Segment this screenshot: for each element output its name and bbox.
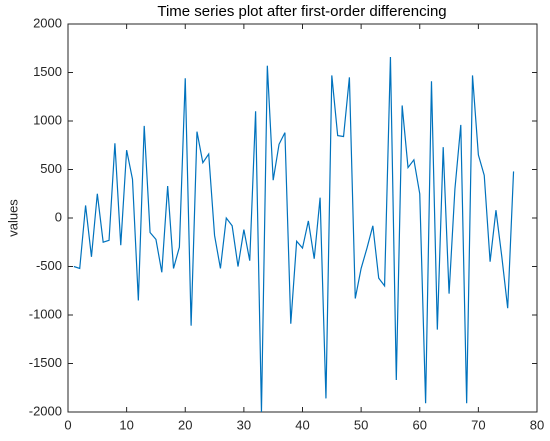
y-tick-label: 0 bbox=[55, 209, 62, 224]
y-tick-label: 1000 bbox=[33, 112, 62, 127]
x-tick-label: 50 bbox=[354, 417, 368, 432]
y-axis-label: values bbox=[5, 199, 20, 237]
x-tick-label: 70 bbox=[471, 417, 485, 432]
y-tick-label: -1500 bbox=[29, 355, 62, 370]
x-tick-label: 20 bbox=[178, 417, 192, 432]
axes-box bbox=[67, 23, 538, 413]
x-tick-label: 0 bbox=[64, 417, 71, 432]
x-tick-label: 40 bbox=[295, 417, 309, 432]
y-tick-label: -1000 bbox=[29, 306, 62, 321]
y-tick-label: 1500 bbox=[33, 64, 62, 79]
y-tick-label: -2000 bbox=[29, 403, 62, 418]
x-tick-label: 60 bbox=[413, 417, 427, 432]
x-tick-label: 30 bbox=[237, 417, 251, 432]
series-line bbox=[73, 56, 515, 413]
x-tick-label: 10 bbox=[119, 417, 133, 432]
y-tick-label: 2000 bbox=[33, 15, 62, 30]
y-tick-label: 500 bbox=[40, 161, 62, 176]
y-tick-label: -500 bbox=[36, 258, 62, 273]
x-tick-label: 80 bbox=[530, 417, 544, 432]
chart-title: Time series plot after first-order diffe… bbox=[157, 3, 446, 20]
